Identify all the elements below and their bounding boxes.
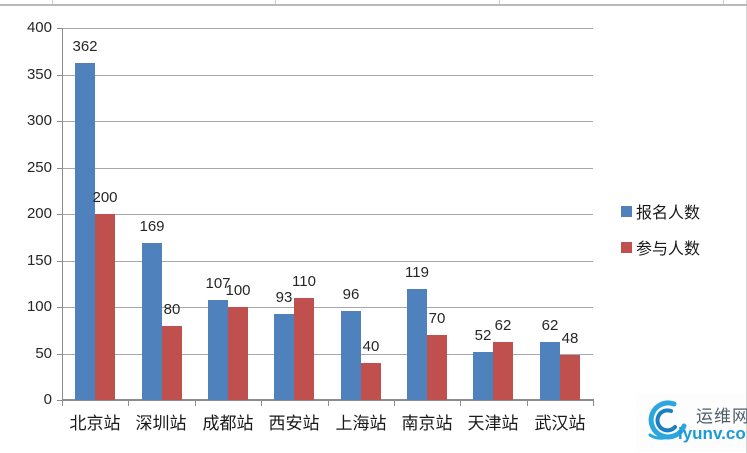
spreadsheet-row-border xyxy=(0,0,747,7)
x-axis-tick xyxy=(593,401,594,406)
y-axis-tick xyxy=(57,214,62,215)
gridline-350 xyxy=(62,75,593,76)
y-axis-label: 100 xyxy=(26,298,52,315)
y-axis-label: 350 xyxy=(26,66,52,83)
gridline-400 xyxy=(62,28,593,29)
bar-报名人数-武汉站[interactable] xyxy=(540,342,560,400)
category-label-上海站: 上海站 xyxy=(335,414,387,433)
bar-参与人数-上海站[interactable] xyxy=(361,363,381,400)
iyunv-logo-icon xyxy=(648,400,687,440)
gridline-250 xyxy=(62,168,593,169)
x-axis-tick xyxy=(62,401,63,406)
legend-item-报名人数[interactable]: 报名人数 xyxy=(621,201,701,222)
spreadsheet-column-tick xyxy=(499,0,500,4)
legend-swatch-icon xyxy=(621,205,632,217)
data-label-参与人数-南京站: 70 xyxy=(428,310,446,327)
y-axis-tick xyxy=(57,121,62,122)
bar-参与人数-武汉站[interactable] xyxy=(560,355,580,400)
watermark[interactable]: 运维网 iyunv.com xyxy=(636,393,747,452)
bar-参与人数-深圳站[interactable] xyxy=(162,326,182,400)
y-axis-tick xyxy=(57,354,62,355)
y-axis-label: 250 xyxy=(26,159,52,176)
spreadsheet-column-tick xyxy=(52,0,53,4)
data-label-报名人数-武汉站: 62 xyxy=(541,317,559,334)
y-axis xyxy=(62,28,63,400)
bar-报名人数-南京站[interactable] xyxy=(407,289,427,400)
bar-参与人数-北京站[interactable] xyxy=(95,214,115,400)
gridline-50 xyxy=(62,354,593,355)
category-label-北京站: 北京站 xyxy=(69,414,121,433)
bar-报名人数-成都站[interactable] xyxy=(208,300,228,400)
data-label-报名人数-上海站: 96 xyxy=(342,286,360,303)
x-axis-tick xyxy=(195,401,196,406)
category-label-成都站: 成都站 xyxy=(202,414,254,433)
data-label-参与人数-天津站: 62 xyxy=(494,317,512,334)
x-axis xyxy=(62,399,594,401)
bar-报名人数-北京站[interactable] xyxy=(75,63,95,400)
gridline-300 xyxy=(62,121,593,122)
y-axis-tick xyxy=(57,307,62,308)
bar-报名人数-上海站[interactable] xyxy=(341,311,361,400)
data-label-报名人数-天津站: 52 xyxy=(474,327,492,344)
y-axis-tick xyxy=(57,28,62,29)
bar-报名人数-天津站[interactable] xyxy=(473,352,493,400)
watermark-site-name: 运维网 xyxy=(696,407,747,426)
x-axis-tick xyxy=(527,401,528,406)
data-label-参与人数-北京站: 200 xyxy=(92,189,118,206)
bar-参与人数-天津站[interactable] xyxy=(493,342,513,400)
data-label-参与人数-上海站: 40 xyxy=(362,338,380,355)
watermark-site-url[interactable]: iyunv.com xyxy=(678,424,747,443)
gridline-200 xyxy=(62,214,593,215)
y-axis-tick xyxy=(57,261,62,262)
legend-label: 参与人数 xyxy=(636,241,701,258)
spreadsheet-gridline xyxy=(0,4,747,6)
y-axis-label: 400 xyxy=(26,19,52,36)
data-label-报名人数-成都站: 107 xyxy=(205,275,231,292)
bar-参与人数-西安站[interactable] xyxy=(294,298,314,400)
category-label-天津站: 天津站 xyxy=(467,414,519,433)
gridline-150 xyxy=(62,261,593,262)
bar-报名人数-深圳站[interactable] xyxy=(142,243,162,400)
x-axis-tick xyxy=(394,401,395,406)
legend-swatch-icon xyxy=(621,241,632,253)
y-axis-label: 150 xyxy=(26,252,52,269)
data-label-参与人数-成都站: 100 xyxy=(225,282,251,299)
data-label-参与人数-深圳站: 80 xyxy=(163,301,181,318)
y-axis-label: 0 xyxy=(43,391,52,408)
x-axis-tick xyxy=(460,401,461,406)
gridline-100 xyxy=(62,307,593,308)
y-axis-label: 200 xyxy=(26,205,52,222)
spreadsheet-column-tick xyxy=(723,0,724,4)
chart-legend: 报名人数 参与人数 xyxy=(621,201,700,273)
category-label-南京站: 南京站 xyxy=(401,414,453,433)
category-label-武汉站: 武汉站 xyxy=(534,414,586,433)
data-label-报名人数-北京站: 362 xyxy=(72,38,98,55)
y-axis-tick xyxy=(57,400,62,401)
spreadsheet-column-tick xyxy=(275,0,276,4)
category-label-深圳站: 深圳站 xyxy=(135,414,187,433)
category-label-西安站: 西安站 xyxy=(268,414,320,433)
data-label-报名人数-深圳站: 169 xyxy=(139,218,165,235)
x-axis-tick xyxy=(128,401,129,406)
data-label-参与人数-西安站: 110 xyxy=(292,273,316,290)
y-axis-label: 300 xyxy=(26,112,52,129)
bar-报名人数-西安站[interactable] xyxy=(274,314,294,400)
data-label-参与人数-武汉站: 48 xyxy=(561,330,579,347)
x-axis-tick xyxy=(261,401,262,406)
y-axis-tick xyxy=(57,168,62,169)
y-axis-label: 50 xyxy=(35,345,52,362)
data-label-报名人数-南京站: 119 xyxy=(405,264,429,281)
y-axis-tick xyxy=(57,75,62,76)
data-label-报名人数-西安站: 93 xyxy=(275,289,293,306)
x-axis-tick xyxy=(328,401,329,406)
legend-item-参与人数[interactable]: 参与人数 xyxy=(621,237,701,258)
legend-label: 报名人数 xyxy=(636,205,701,222)
bar-参与人数-成都站[interactable] xyxy=(228,307,248,400)
bar-参与人数-南京站[interactable] xyxy=(427,335,447,400)
